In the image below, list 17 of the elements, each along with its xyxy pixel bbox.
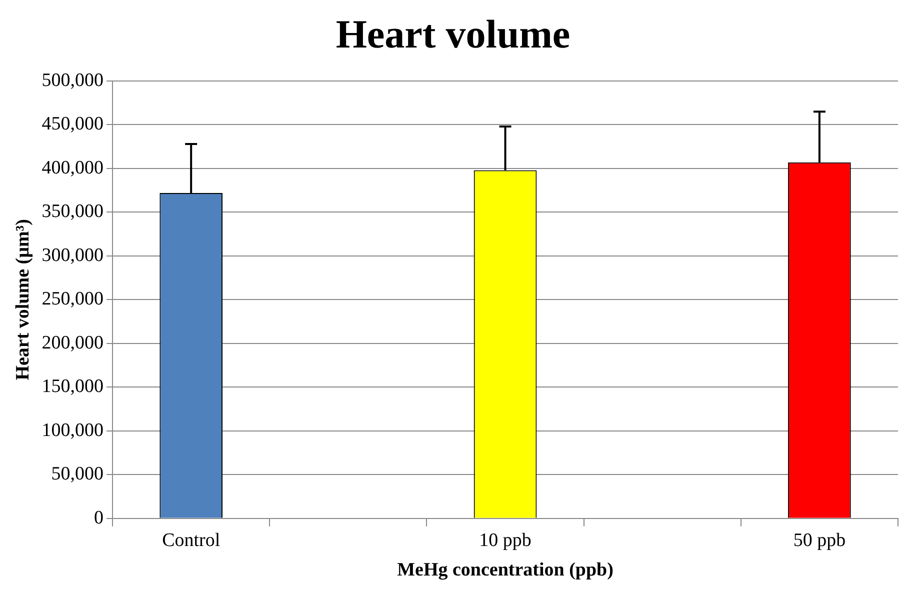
y-tick-label: 150,000 [42, 376, 104, 398]
y-tick-label: 200,000 [42, 332, 104, 354]
x-tick-label: 10 ppb [479, 530, 532, 551]
y-tick-label: 100,000 [42, 420, 104, 441]
x-tick-label: 50 ppb [793, 530, 846, 551]
x-tick-label: Control [162, 530, 220, 551]
y-tick-label: 350,000 [42, 201, 104, 222]
y-axis-title: Heart volume (µm³) [12, 219, 34, 380]
y-tick-label: 500,000 [42, 70, 104, 91]
y-tick-label: 50,000 [51, 464, 104, 485]
y-tick-label: 250,000 [42, 288, 104, 310]
chart-title: Heart volume [336, 11, 570, 56]
y-tick-label: 400,000 [42, 157, 104, 178]
y-tick-label: 300,000 [42, 244, 104, 266]
y-tick-label: 450,000 [42, 114, 104, 135]
y-tick-label: 0 [94, 507, 104, 528]
x-axis-title: MeHg concentration (ppb) [397, 560, 614, 581]
